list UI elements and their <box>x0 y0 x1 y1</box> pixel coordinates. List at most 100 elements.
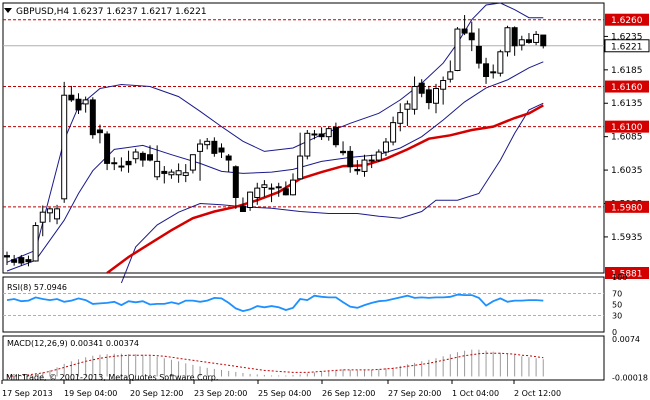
candle-bear <box>89 99 96 136</box>
current-price-label: 1.6221 <box>611 42 643 52</box>
price-tick-label: 1.6085 <box>611 133 643 143</box>
candle-bear <box>18 257 25 264</box>
candle-bull <box>440 80 447 90</box>
candle-bull <box>111 162 118 165</box>
candle-bull <box>32 225 39 262</box>
rsi-tick-label: 50 <box>612 301 622 310</box>
candle-bear <box>68 94 75 101</box>
candle-bear <box>483 63 490 78</box>
candle-bear <box>96 129 103 134</box>
candle-bear <box>4 255 10 258</box>
price-tick-label: 1.6135 <box>611 99 643 109</box>
candle-bull <box>382 141 389 153</box>
candle-bear <box>475 45 482 64</box>
level-label: 1.6260 <box>611 16 643 26</box>
candle-bull <box>368 159 375 162</box>
level-label-bg <box>605 13 649 26</box>
candle-bear <box>354 168 361 172</box>
price-tick-label: 1.6235 <box>611 32 643 42</box>
time-axis: 17 Sep 2013 19 Sep 04:00 20 Sep 12:00 23 Se… <box>1 380 561 398</box>
level-label-bg <box>605 120 649 133</box>
bollinger-lower-line <box>120 102 544 284</box>
candle-bear <box>418 82 425 94</box>
level-label-bg <box>605 80 649 93</box>
rsi-tick-label: 70 <box>612 290 622 299</box>
candle-bear <box>225 155 232 161</box>
candle-bear <box>11 259 18 263</box>
rsi-panel: 100 70 50 30 0 <box>2 273 627 337</box>
level-label-bg <box>605 267 649 279</box>
candle-bull <box>82 99 89 105</box>
candle-bear <box>490 71 497 74</box>
candle-bull <box>411 86 418 110</box>
candle-bull <box>504 27 511 53</box>
candle-bull <box>182 172 189 176</box>
candle-bear <box>218 147 225 153</box>
candle-bear <box>118 165 125 168</box>
level-label: 1.6100 <box>611 123 643 133</box>
candle-bull <box>46 208 53 214</box>
candle-bear <box>25 259 32 263</box>
rsi-line <box>6 293 544 313</box>
candle-bull <box>361 159 368 172</box>
ohlc-readout: 1.6237 1.6237 1.6217 1.6221 <box>72 7 207 17</box>
candle-bear <box>232 166 239 198</box>
price-panel: 1.62351.61851.61351.60851.60351.59851.59… <box>2 2 650 284</box>
candle-bear <box>239 205 246 213</box>
time-tick-label: 19 Sep 04:00 <box>64 389 117 398</box>
candle-bear <box>211 140 218 154</box>
candle-bull <box>390 122 397 143</box>
candle-bull <box>397 112 404 124</box>
candle-bear <box>139 152 146 161</box>
rsi-panel-frame <box>2 276 605 333</box>
candle-bull <box>204 140 211 146</box>
time-tick-label: 26 Sep 12:00 <box>322 389 375 398</box>
time-tick-label: 25 Sep 04:00 <box>258 389 311 398</box>
candle-bear <box>282 188 289 196</box>
time-tick-label: 2 Oct 12:00 <box>514 389 561 398</box>
macd-tick-label: -0.00018 <box>612 373 648 382</box>
candle-bull <box>325 128 332 138</box>
candle-bull <box>268 187 275 190</box>
candle-bull <box>454 28 461 71</box>
candle-bear <box>425 89 432 104</box>
macd-tick-label: 0.0074 <box>612 335 640 344</box>
candle-bear <box>75 98 82 111</box>
time-tick-label: 1 Oct 04:00 <box>452 389 499 398</box>
candle-bear <box>461 28 468 34</box>
symbol-dropdown-icon[interactable] <box>4 8 12 13</box>
candle-bull <box>275 186 282 189</box>
candle-bear <box>468 32 475 41</box>
candle-bull <box>189 154 196 171</box>
candle-bear <box>347 150 354 168</box>
candle-bull <box>247 191 254 209</box>
candle-bull <box>261 184 268 188</box>
candle-bull <box>497 51 504 74</box>
price-panel-frame <box>2 2 605 274</box>
candle-bull <box>311 133 318 136</box>
candle-bull <box>533 33 540 43</box>
candle-bear <box>332 126 339 146</box>
level-label: 1.5980 <box>611 203 643 213</box>
current-price-badge <box>604 39 650 53</box>
bollinger-middle-line <box>6 61 544 272</box>
candle-bull <box>54 208 61 220</box>
time-tick-label: 23 Sep 20:00 <box>194 389 247 398</box>
macd-panel-frame <box>2 335 605 381</box>
candle-bull <box>304 132 311 157</box>
level-label: 1.5881 <box>611 270 643 280</box>
candle-bear <box>147 154 153 161</box>
candle-bull <box>447 71 454 80</box>
candle-bull <box>375 151 382 161</box>
candle-bear <box>318 133 325 138</box>
candle-bull <box>404 103 411 110</box>
rsi-tick-label: 100 <box>612 273 627 282</box>
candle-bull <box>254 187 261 198</box>
candle-bear <box>511 27 518 47</box>
price-tick-label: 1.6185 <box>611 66 643 76</box>
candle-bull <box>154 160 161 178</box>
macd-panel: 0.0074 -0.00018 <box>2 335 648 382</box>
candle-bear <box>525 39 532 43</box>
